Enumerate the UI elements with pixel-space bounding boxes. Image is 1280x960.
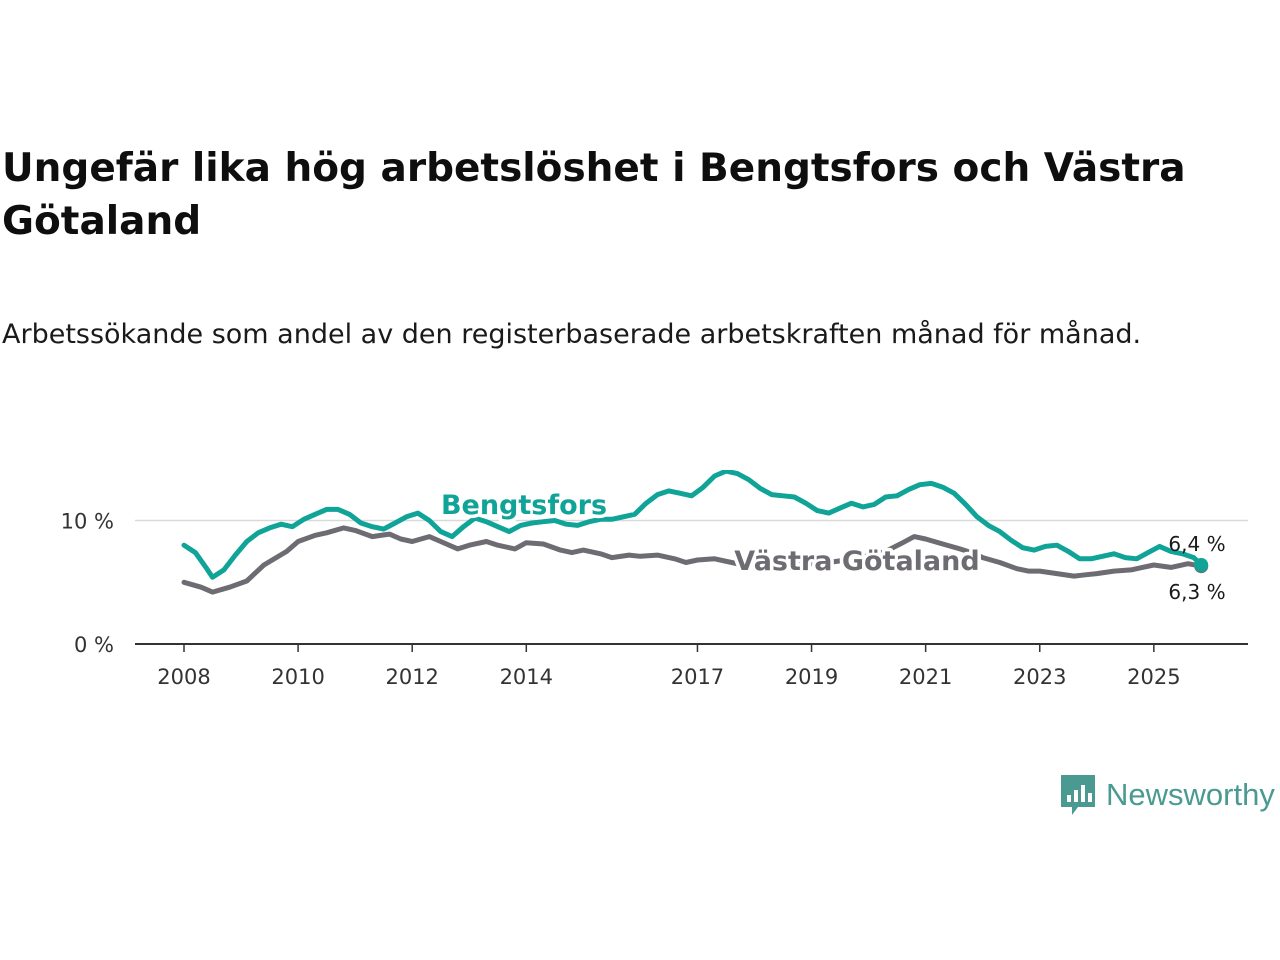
series-end-point: [1194, 557, 1209, 572]
x-tick-label: 2019: [785, 665, 838, 689]
chart-title: Ungefär lika hög arbetslöshet i Bengtsfo…: [2, 146, 1186, 244]
y-tick-label: 0 %: [74, 633, 114, 657]
x-tick-label: 2025: [1127, 665, 1180, 689]
series-name-label: Bengtsfors: [441, 490, 607, 521]
brand-name: Newsworthy: [1106, 777, 1275, 812]
series-line-v-stra-g-taland: [181, 525, 1204, 595]
series-name-label: Västra Götaland: [734, 546, 979, 577]
x-tick-label: 2010: [271, 665, 324, 689]
line-chart: 0 % 10 % 2008 2010 2012 2014 2017 2019 2021 2023 2…: [61, 470, 1248, 689]
x-tick-label: 2023: [1013, 665, 1066, 689]
label-layer: 6,3 % 6,4 % Bengtsfors Västra Götaland: [437, 487, 1225, 605]
x-tick-label: 2012: [385, 665, 438, 689]
newsworthy-logo-icon: [1061, 775, 1095, 815]
x-tick-label: 2017: [671, 665, 724, 689]
series-end-label: 6,4 %: [1168, 532, 1225, 556]
x-tick-label: 2008: [157, 665, 210, 689]
series-layer: [181, 470, 1204, 595]
series-end-label: 6,3 %: [1168, 580, 1225, 604]
x-tick-label: 2021: [899, 665, 952, 689]
chart-subtitle: Arbetssökande som andel av den registerb…: [2, 319, 1142, 350]
y-tick-label: 10 %: [61, 510, 114, 534]
grid-layer: 0 % 10 % 2008 2010 2012 2014 2017 2019 2021 2023 2…: [61, 510, 1248, 689]
x-tick-label: 2014: [500, 665, 553, 689]
newsworthy-logo[interactable]: Newsworthy: [1058, 773, 1275, 817]
series-line-bengtsfors: [181, 470, 1204, 580]
